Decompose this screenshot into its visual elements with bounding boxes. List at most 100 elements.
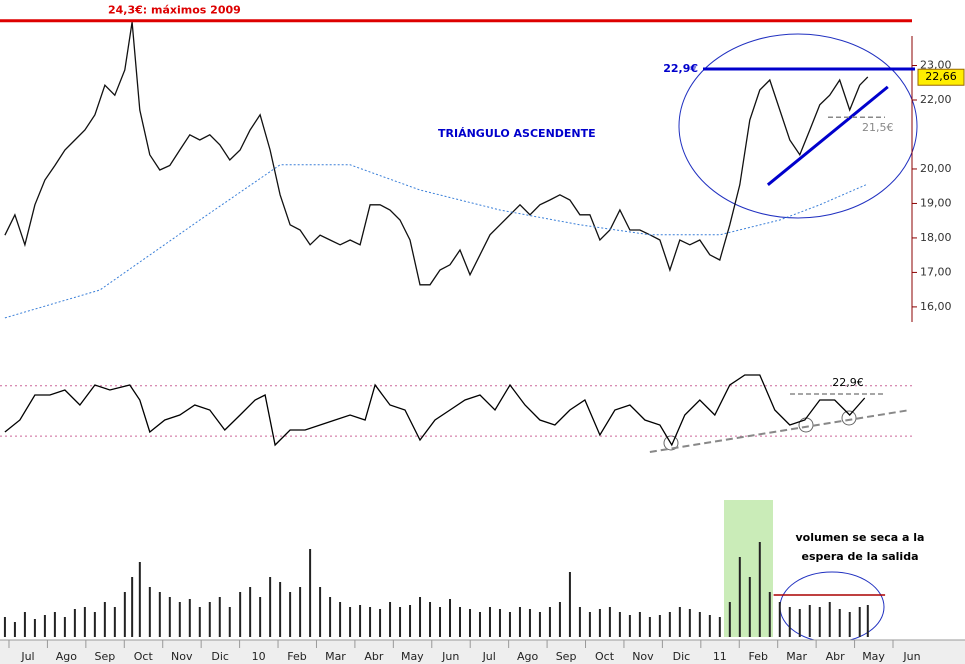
volume-bar: [808, 605, 811, 637]
price-line: [4, 22, 869, 286]
y-tick-label: 20,00: [920, 162, 952, 175]
last-price-label: 22,66: [925, 70, 957, 83]
x-tick-label: Ago: [517, 650, 539, 663]
x-tick-label: Abr: [826, 650, 846, 663]
y-tick-label: 18,00: [920, 231, 952, 244]
volume-bar: [369, 607, 372, 637]
y-tick-label: 17,00: [920, 265, 952, 278]
volume-bar: [309, 549, 312, 637]
volume-bar: [409, 605, 412, 637]
volume-bar: [548, 607, 551, 637]
x-tick-label: Nov: [632, 650, 654, 663]
trend-line: [766, 85, 889, 186]
moving-average: [4, 164, 867, 319]
annotation: espera de la salida: [801, 550, 918, 563]
time-axis-band: [0, 640, 965, 664]
volume-bar: [43, 615, 46, 637]
volume-bar: [618, 612, 621, 637]
x-tick-label: Abr: [364, 650, 384, 663]
volume-bar: [188, 599, 191, 637]
x-tick-label: Mar: [786, 650, 807, 663]
volume-bar: [498, 609, 501, 637]
volume-bar: [848, 612, 851, 637]
volume-bar: [93, 612, 96, 637]
volume-bar: [158, 592, 161, 637]
volume-bar: [239, 592, 242, 637]
volume-bar: [528, 609, 531, 637]
volume-bar: [23, 612, 26, 637]
volume-bar: [269, 577, 272, 637]
x-tick-label: Feb: [287, 650, 306, 663]
volume-bar: [728, 602, 731, 637]
volume-bar: [259, 597, 262, 637]
volume-bar: [518, 607, 521, 637]
volume-bar: [588, 612, 591, 637]
volume-bar: [419, 597, 422, 637]
volume-bar: [218, 597, 221, 637]
volume-bar: [379, 609, 382, 637]
volume-bar: [568, 572, 571, 637]
volume-bar: [748, 577, 751, 637]
volume-bar: [53, 612, 56, 637]
volume-bar: [83, 607, 86, 637]
volume-bar: [608, 607, 611, 637]
volume-bar: [131, 577, 134, 637]
x-tick-label: Nov: [171, 650, 193, 663]
volume-bar: [339, 602, 342, 637]
osc-circle: [841, 410, 857, 426]
y-tick-label: 22,00: [920, 93, 952, 106]
x-tick-label: Dic: [673, 650, 691, 663]
volume-bar: [359, 605, 362, 637]
annotation: 22,9€: [832, 376, 864, 389]
volume-bar: [628, 615, 631, 637]
volume-bar: [768, 592, 771, 637]
volume-bar: [228, 607, 231, 637]
x-tick-label: Oct: [595, 650, 615, 663]
x-tick-label: Sep: [556, 650, 577, 663]
volume-bar: [598, 609, 601, 637]
volume-bar: [449, 599, 452, 637]
annotation: volumen se seca a la: [796, 531, 925, 544]
y-tick-label: 23,00: [920, 59, 952, 72]
volume-bar: [319, 587, 322, 637]
volume-bar: [113, 607, 116, 637]
volume-bar: [178, 602, 181, 637]
volume-bar: [349, 607, 352, 637]
volume-bar: [866, 605, 869, 637]
volume-bar: [279, 582, 282, 637]
volume-bar: [828, 602, 831, 637]
volume-bar: [658, 615, 661, 637]
volume-bar: [478, 612, 481, 637]
volume-bar: [818, 607, 821, 637]
volume-bar: [678, 607, 681, 637]
volume-bar: [798, 609, 801, 637]
volume-bar: [858, 607, 861, 637]
volume-bar: [508, 612, 511, 637]
volume-bar: [638, 612, 641, 637]
volume-bar: [718, 617, 721, 637]
volume-bar: [138, 562, 141, 637]
volume-bar: [289, 592, 292, 637]
volume-bar: [439, 607, 442, 637]
x-tick-label: Jul: [20, 650, 34, 663]
volume-bar: [758, 542, 761, 637]
volume-bar: [299, 587, 302, 637]
x-tick-label: Oct: [134, 650, 154, 663]
x-tick-label: Sep: [94, 650, 115, 663]
x-tick-label: 10: [252, 650, 266, 663]
x-tick-label: Feb: [749, 650, 768, 663]
x-tick-label: May: [401, 650, 424, 663]
volume-bar: [103, 602, 106, 637]
y-tick-label: 16,00: [920, 300, 952, 313]
volume-bar: [63, 617, 66, 637]
last-price-box: [917, 68, 965, 86]
annotation: 24,3€: máximos 2009: [108, 4, 241, 17]
volume-bar: [73, 609, 76, 637]
x-tick-label: Jul: [482, 650, 496, 663]
x-tick-label: Jun: [441, 650, 459, 663]
x-tick-label: Mar: [325, 650, 346, 663]
volume-bar: [578, 607, 581, 637]
x-tick-label: 11: [713, 650, 727, 663]
